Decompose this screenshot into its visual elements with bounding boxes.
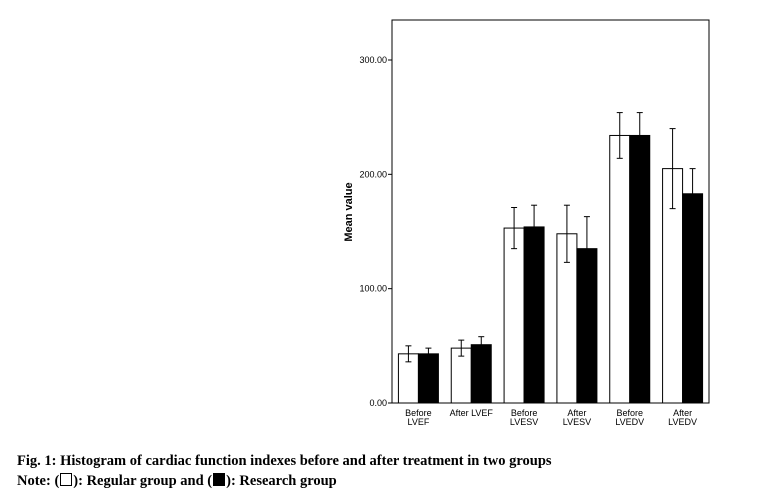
y-axis-label: Mean value [343,182,355,241]
x-tick-label-0-1: LVEF [407,417,429,427]
note-research: ): Research group [226,473,337,489]
x-tick-label-2-0: Before [511,408,538,418]
bar-research-0 [417,353,439,404]
plot-frame [391,19,710,404]
note-regular: ): Regular group and ( [73,473,213,489]
figure-caption: Fig. 1: Histogram of cardiac function in… [17,453,552,469]
y-tick-label-3: 300.00 [359,55,387,65]
bar-regular-2 [503,227,525,404]
x-tick-label-4-0: Before [616,408,643,418]
bar-regular-4 [609,134,631,404]
bar-research-5 [682,193,704,404]
y-tick-label-1: 100.00 [359,284,387,294]
x-tick-label-0-0: Before [405,408,432,418]
x-tick-label-1-0: After LVEF [450,408,494,418]
x-tick-label-3-0: After [567,408,586,418]
bar-research-1 [470,344,492,404]
bar-research-4 [629,134,651,404]
x-tick-label-3-1: LVESV [563,417,591,427]
x-tick-label-5-0: After [673,408,692,418]
note-prefix: Note: ( [17,473,60,489]
figure-note: Note: ( ): Regular group and ( ): Research… [17,473,337,490]
x-tick-label-4-1: LVEDV [615,417,644,427]
x-tick-label-5-1: LVEDV [668,417,697,427]
y-tick-label-0: 0.00 [369,398,387,408]
y-tick-label-2: 200.00 [359,169,387,179]
research-group-symbol [213,473,226,486]
x-tick-label-2-1: LVESV [510,417,538,427]
bar-research-2 [523,226,545,404]
regular-group-symbol [60,473,73,486]
